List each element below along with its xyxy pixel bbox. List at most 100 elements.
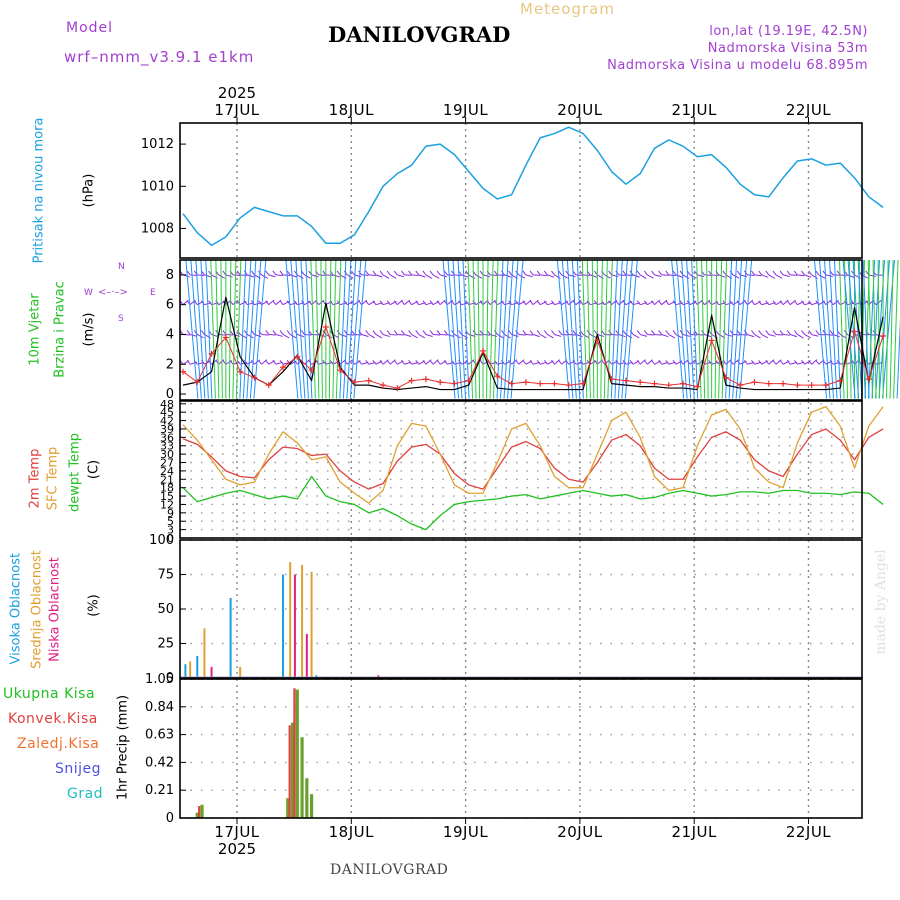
y-tick-label: 5 — [167, 515, 174, 528]
wind-barb — [368, 334, 376, 339]
wind-barb-tick — [436, 330, 441, 335]
wind-barb — [382, 333, 390, 338]
wind-vector — [447, 259, 460, 399]
precip-bar — [290, 722, 295, 818]
wind-barb-tick — [643, 300, 648, 305]
wind-barb — [375, 334, 383, 339]
y-tick-label: 1008 — [141, 221, 174, 236]
x-day-label-bottom: 22JUL — [786, 823, 831, 841]
wind-barb-tick — [336, 270, 341, 276]
model-name: wrf–nmm_v3.9.1 e1km — [64, 48, 255, 66]
wind-vector — [305, 259, 313, 399]
wind-barb-tick — [715, 359, 720, 365]
wind-barb-tick — [386, 300, 391, 305]
wind-barb-tick — [522, 270, 527, 276]
chart-subtitle: Meteogram — [520, 0, 615, 18]
wind-barb — [275, 333, 283, 337]
wind-vector — [239, 259, 247, 399]
altitude-text: Nadmorska Visina 53m — [707, 41, 868, 56]
wind-barb — [418, 274, 426, 278]
x-day-label-bottom: 20JUL — [557, 823, 602, 841]
wind-barb-tick — [279, 330, 284, 335]
wind-barb-tick — [401, 359, 405, 365]
wind-vector — [701, 259, 706, 399]
wind-barb-tick — [251, 330, 255, 335]
wind-barb-tick — [379, 359, 384, 365]
precip-bar — [305, 778, 309, 818]
wind-barb-tick — [443, 330, 448, 335]
wind-barb-tick — [793, 359, 798, 365]
wind-barb — [539, 334, 547, 339]
wind-barb — [218, 274, 226, 279]
wind-barb — [675, 274, 683, 278]
wind-barb-tick — [429, 330, 434, 335]
panel-frame — [179, 539, 863, 679]
wind-vector — [457, 259, 467, 399]
model-altitude-text: Nadmorska Visina u modelu 68.895m — [607, 58, 868, 73]
wind-barb — [575, 333, 583, 338]
precip-bar — [300, 737, 304, 818]
wind-barb — [668, 334, 676, 339]
wind-barb-tick — [651, 330, 655, 335]
wind-barb-tick — [658, 300, 663, 305]
wind-barb-tick — [815, 330, 820, 335]
x-day-label-top: 22JUL — [786, 101, 831, 119]
wind-barb — [839, 334, 847, 339]
wind-barb-tick — [558, 330, 563, 335]
wind-barb — [240, 274, 248, 276]
wind-barb — [447, 333, 455, 338]
wind-barb-tick — [551, 270, 555, 276]
y-tick-label: 0 — [166, 811, 174, 826]
legend-hail: Grad — [67, 786, 104, 802]
wind-barb — [532, 333, 540, 338]
wind-barb-tick — [665, 330, 670, 335]
y-tick-label: 0 — [166, 387, 174, 402]
wind-barb — [582, 334, 590, 339]
wind-barb-tick — [579, 300, 584, 305]
wind-barb-tick — [622, 270, 627, 276]
y-tick-label: 18 — [160, 482, 174, 495]
x-day-label-bottom: 17JUL — [214, 823, 259, 841]
wind-barb — [797, 274, 805, 277]
y-tick-label: 21 — [160, 473, 174, 486]
wind-vector — [728, 259, 738, 399]
wind-vector — [195, 259, 206, 399]
temp-line-0 — [182, 428, 884, 490]
wind-barb-tick — [765, 330, 770, 335]
wind-vector — [739, 259, 753, 399]
wind-barb-tick — [443, 359, 448, 365]
cloud-bar — [196, 655, 199, 678]
wind-barb-tick — [508, 270, 513, 276]
wind-barb-tick — [672, 359, 677, 365]
wind-vector — [824, 259, 835, 399]
y-tick-label: 50 — [157, 602, 174, 617]
wind-barb-tick — [415, 359, 420, 365]
wind-barb-tick — [386, 330, 391, 335]
wind-barb — [697, 274, 705, 278]
y-tick-label: 1010 — [141, 179, 174, 194]
wind-vector — [571, 259, 581, 399]
wind-barb — [611, 274, 619, 278]
wind-barb — [418, 334, 426, 339]
wind-barb — [625, 274, 633, 277]
wind-vector — [205, 259, 213, 399]
wind-barb-tick — [643, 270, 648, 276]
wind-barb-tick — [408, 270, 413, 276]
wind-barb — [568, 274, 576, 278]
wind-barb — [297, 274, 304, 279]
wind-barb — [440, 333, 448, 336]
wind-barb — [440, 274, 448, 278]
wind-barb-tick — [793, 330, 798, 335]
compass-west: W — [84, 288, 93, 298]
wind-barb-tick — [351, 330, 355, 335]
wind-barb — [425, 333, 433, 338]
wind-barb-tick — [608, 270, 613, 276]
legend-snow: Snijeg — [55, 761, 102, 777]
wind-barb-tick — [308, 300, 312, 305]
wind-barb — [225, 274, 233, 278]
wind-barb — [504, 274, 512, 278]
wind-barb-tick — [536, 330, 541, 335]
wind-barb-tick — [786, 359, 791, 365]
precip-bar — [195, 812, 199, 818]
wind-barb — [247, 334, 254, 339]
